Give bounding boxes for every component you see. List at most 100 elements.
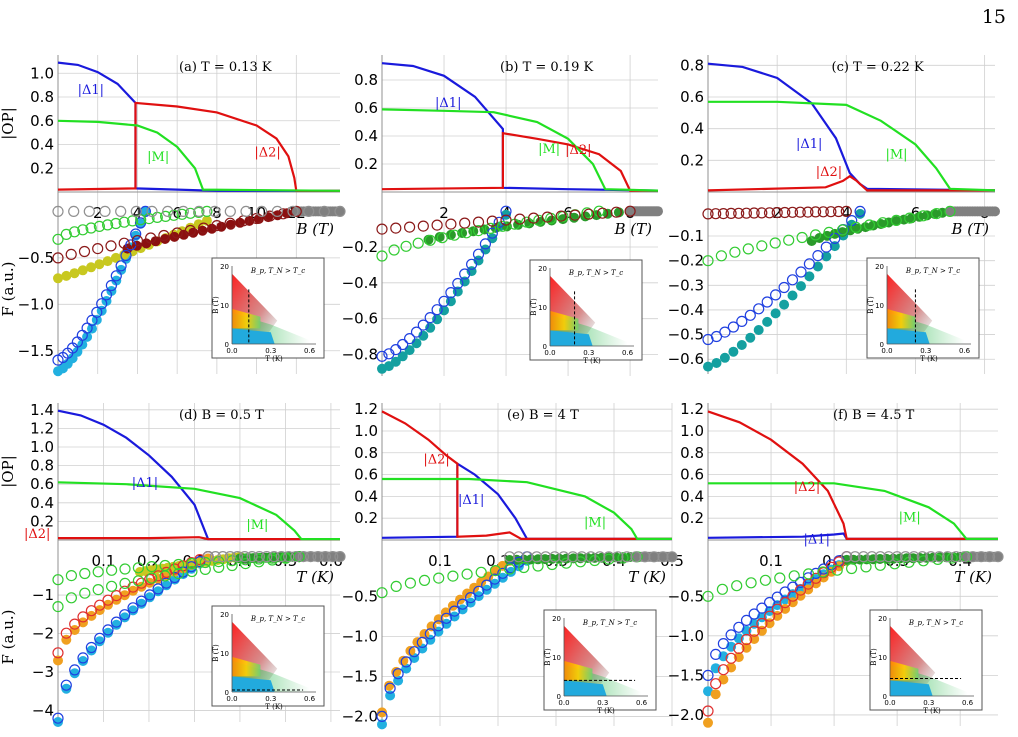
panel-label: (b) T = 0.19 K	[500, 60, 594, 75]
free-energy-point-open	[904, 212, 916, 224]
free-energy-point-open	[745, 577, 757, 589]
f-y-tick-label: −2.0	[342, 707, 378, 725]
op-line-magnet	[57, 119, 341, 192]
free-energy-point-open	[146, 572, 158, 584]
series-label-magnet: |M|	[147, 150, 169, 165]
free-energy-point-open	[874, 559, 886, 571]
free-energy-point-open	[436, 232, 448, 244]
op-y-tick-label: 0.2	[30, 159, 54, 177]
inset-phase-diagram: B_p, T_N > T_c 0.0 0.3 0.6 0 10 20 T (K) B (T)	[211, 257, 325, 363]
free-energy-point-open	[239, 557, 252, 570]
free-energy-point-open	[193, 205, 205, 217]
free-energy-point-open	[376, 250, 388, 262]
free-energy-point-open	[209, 205, 221, 217]
free-energy-point-open	[702, 669, 714, 682]
free-energy-point-open	[891, 551, 903, 563]
free-energy-point-open	[521, 551, 534, 563]
free-energy-point-open	[518, 561, 530, 574]
free-energy-point-filled	[736, 340, 747, 350]
free-energy-point-open	[748, 207, 760, 219]
free-energy-point-filled	[728, 346, 739, 357]
op-line-delta2	[58, 536, 340, 541]
free-energy-point-open	[486, 215, 498, 227]
page-number: 15	[981, 6, 1006, 28]
free-energy-point-open	[431, 304, 443, 316]
free-energy-point-open	[558, 551, 570, 563]
free-energy-point-open	[52, 205, 64, 217]
series-label-delta1: |Δ1|	[78, 83, 104, 98]
free-energy-point-open	[500, 205, 512, 217]
free-energy-point-open	[69, 618, 81, 630]
free-energy-point-open	[404, 333, 416, 345]
free-energy-point-open	[716, 583, 729, 595]
free-energy-point-open	[417, 319, 429, 331]
series-label-delta1: |Δ1|	[804, 532, 830, 547]
x-axis-label: B (T)	[951, 220, 990, 238]
op-y-tick-label: 1.2	[30, 419, 54, 437]
free-energy-point-open	[930, 208, 943, 220]
op-y-tick-label: 0.2	[354, 509, 378, 527]
free-energy-point-open	[725, 652, 737, 664]
inset-x-tick: 0.3	[265, 347, 276, 355]
free-energy-point-open	[132, 562, 144, 574]
free-energy-point-open	[68, 205, 80, 217]
inset-x-tick: 0.6	[959, 347, 971, 355]
free-energy-point-filled	[779, 299, 790, 310]
free-energy-point-open	[404, 577, 416, 589]
free-energy-point-open	[803, 258, 816, 270]
free-energy-point-open	[201, 205, 213, 217]
free-energy-point-open	[820, 241, 832, 253]
free-energy-point-filled	[667, 551, 677, 562]
free-energy-point-filled	[61, 683, 72, 694]
free-energy-point-open	[105, 564, 118, 576]
free-energy-point-open	[832, 205, 845, 218]
free-energy-point-open	[94, 599, 106, 611]
free-energy-point-open	[719, 326, 731, 338]
free-energy-point-open	[268, 550, 280, 563]
free-energy-point-open	[917, 210, 929, 222]
free-energy-point-open	[105, 240, 117, 252]
free-energy-point-open	[786, 206, 799, 218]
free-energy-point-filled	[703, 686, 713, 697]
free-energy-point-open	[710, 208, 722, 220]
inset-region-blue	[887, 328, 930, 344]
free-energy-point-open	[119, 577, 131, 590]
inset-region-orange	[890, 660, 919, 681]
op-y-tick-label: 0.2	[30, 512, 54, 530]
free-energy-point-filled	[762, 316, 773, 327]
free-energy-point-open	[392, 668, 404, 680]
free-energy-point-open	[60, 679, 72, 691]
free-energy-point-open	[771, 207, 783, 219]
free-energy-point-open	[226, 559, 238, 572]
free-energy-point-open	[271, 205, 283, 217]
op-y-tick-label: 0.8	[30, 88, 54, 106]
free-energy-point-open	[849, 551, 861, 563]
free-energy-point-open	[854, 205, 866, 217]
free-energy-point-open	[825, 561, 837, 573]
free-energy-point-open	[812, 250, 824, 262]
free-energy-point-filled	[69, 668, 80, 679]
free-energy-point-filled	[206, 223, 217, 234]
free-energy-point-open	[890, 214, 902, 226]
free-energy-point-open	[925, 551, 937, 563]
free-energy-point-open	[240, 205, 252, 217]
series-label-delta2: |Δ2|	[816, 165, 842, 180]
free-energy-point-open	[130, 228, 142, 240]
free-energy-point-open	[504, 563, 516, 575]
x-tick-label: 6	[911, 204, 921, 222]
free-energy-point-filled	[77, 265, 88, 276]
free-energy-point-open	[497, 220, 509, 232]
free-energy-point-filled	[160, 234, 170, 244]
inset-y-tick: 0	[225, 341, 229, 349]
free-energy-point-open	[512, 551, 525, 563]
free-energy-point-open	[836, 224, 849, 236]
free-energy-point-open	[795, 266, 807, 278]
op-line-magnet	[381, 108, 659, 192]
free-energy-point-open	[79, 587, 91, 599]
series-label-magnet: |M|	[899, 510, 921, 525]
f-y-tick-label: −0.4	[668, 301, 704, 319]
free-energy-point-open	[144, 589, 156, 601]
inset-x-tick: 0.3	[920, 347, 931, 355]
free-energy-point-open	[290, 205, 302, 217]
free-energy-point-open	[740, 633, 753, 646]
